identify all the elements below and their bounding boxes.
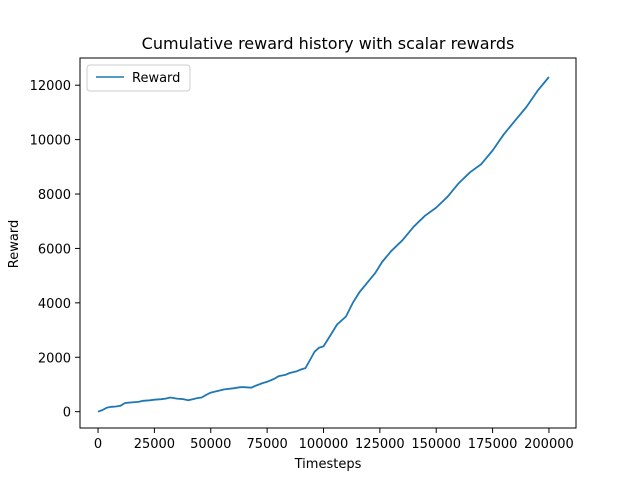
chart-title: Cumulative reward history with scalar re… [142,34,515,53]
x-tick-label: 200000 [524,437,574,452]
y-axis-ticks: 0 2000 4000 6000 8000 10000 12000 [30,79,80,421]
y-axis-label: Reward [7,220,22,268]
y-tick-label: 2000 [38,351,71,366]
plot-frame [79,57,577,429]
y-tick-label: 6000 [38,242,71,257]
x-tick-label: 0 [94,437,102,452]
y-tick-label: 12000 [30,79,71,94]
legend-box [86,64,191,92]
series-line-reward [97,76,550,413]
x-tick-label: 150000 [411,437,461,452]
x-tick-label: 50000 [190,437,231,452]
legend: Reward [86,64,191,92]
x-tick-label: 100000 [299,437,349,452]
x-tick-label: 175000 [468,437,518,452]
plot-area [97,76,550,413]
x-tick-label: 25000 [134,437,175,452]
y-tick-label: 0 [63,406,71,421]
x-axis-label: Timesteps [294,457,362,472]
x-axis-ticks: 0 25000 50000 75000 100000 125000 150000 175000… [94,428,574,452]
y-tick-label: 4000 [38,297,71,312]
x-tick-label: 125000 [355,437,405,452]
y-tick-label: 8000 [38,188,71,203]
y-tick-label: 10000 [30,134,71,149]
x-tick-label: 75000 [246,437,287,452]
legend-label: Reward [132,71,180,86]
